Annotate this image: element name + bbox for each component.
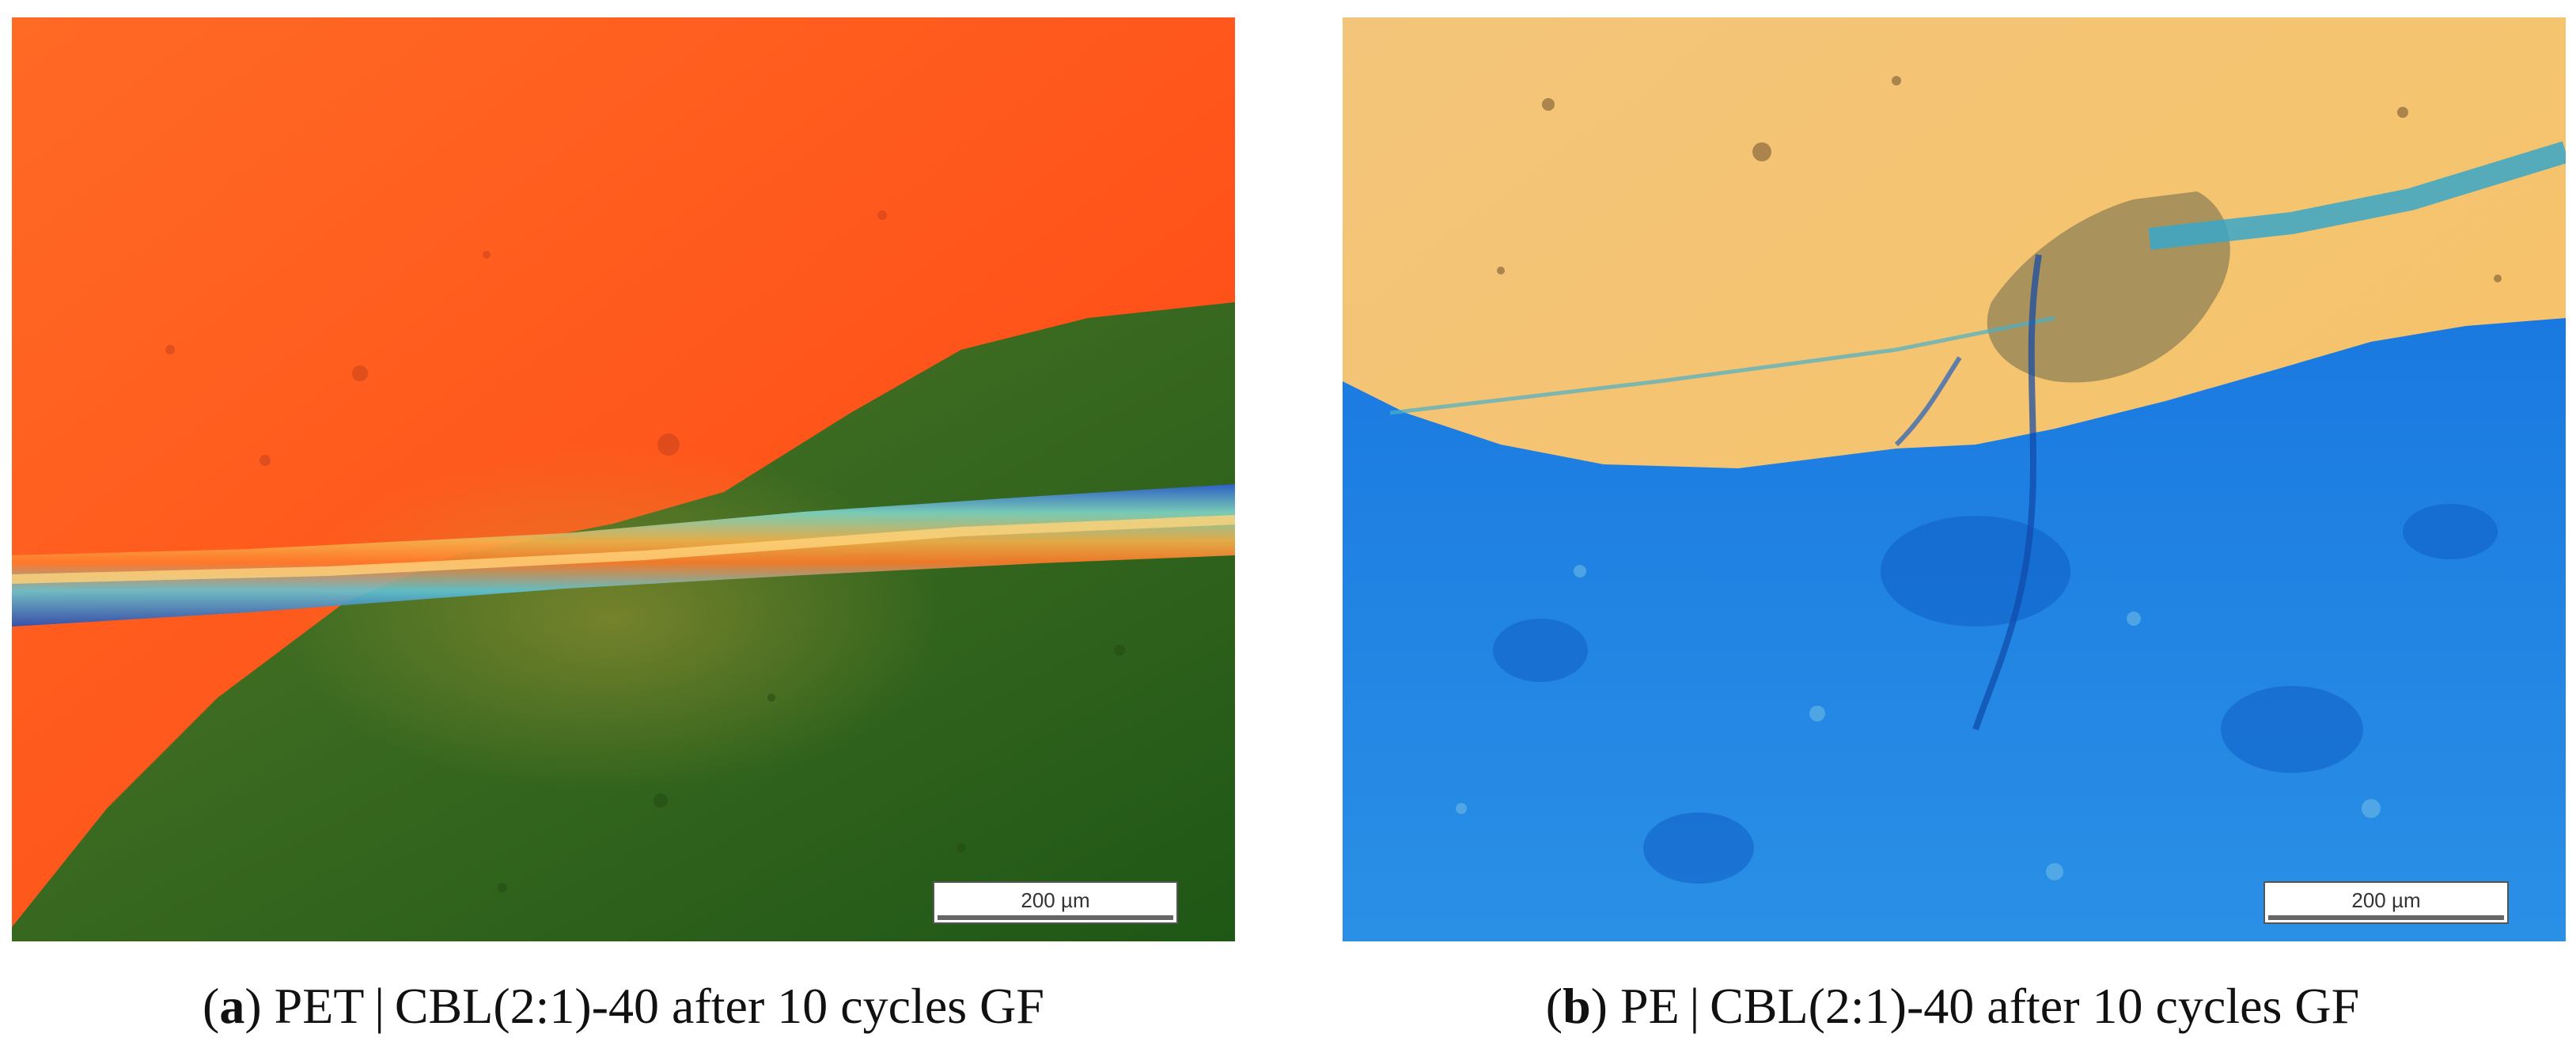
caption-b-letter: b bbox=[1563, 978, 1591, 1034]
micrograph-b-image bbox=[1343, 17, 2566, 941]
caption-a-letter: a bbox=[219, 978, 245, 1034]
micrograph-b: 200 µm bbox=[1343, 17, 2566, 941]
scale-bar-a-line bbox=[938, 915, 1173, 920]
caption-b: (b) PE | CBL(2:1)-40 after 10 cycles GF bbox=[1545, 978, 2360, 1034]
scale-bar-a-label: 200 µm bbox=[1021, 888, 1090, 912]
micrograph-a: 200 µm bbox=[12, 17, 1235, 941]
micrograph-a-image bbox=[12, 17, 1235, 941]
caption-a-text: PET | CBL(2:1)-40 after 10 cycles GF bbox=[274, 978, 1044, 1034]
scale-bar-b: 200 µm bbox=[2263, 881, 2509, 924]
caption-a: (a) PET | CBL(2:1)-40 after 10 cycles GF bbox=[203, 978, 1044, 1034]
scale-bar-b-label: 200 µm bbox=[2351, 888, 2421, 912]
caption-b-text: PE | CBL(2:1)-40 after 10 cycles GF bbox=[1619, 978, 2360, 1034]
scale-bar-a: 200 µm bbox=[933, 881, 1178, 924]
scale-bar-b-line bbox=[2268, 915, 2504, 920]
